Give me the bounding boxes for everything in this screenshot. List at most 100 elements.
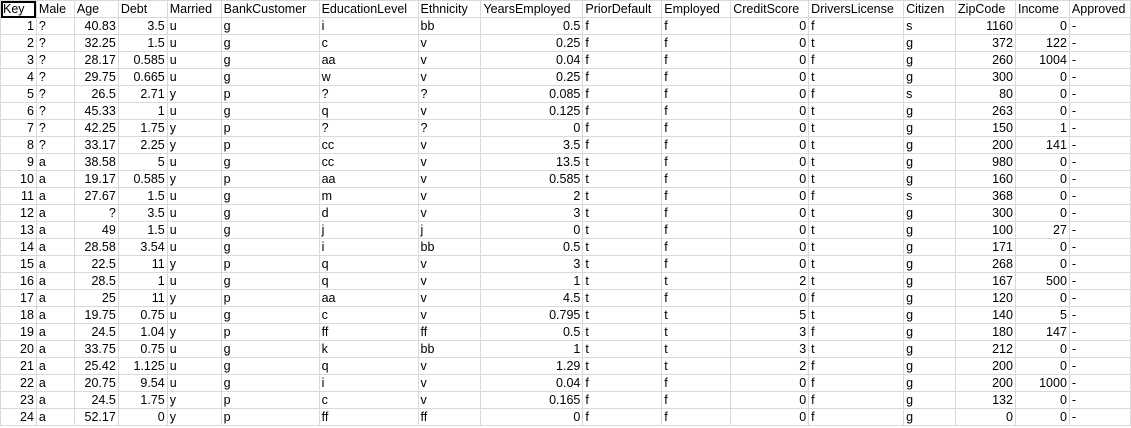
cell-zipcode[interactable]: 260 — [955, 51, 1016, 69]
cell-zipcode[interactable]: 263 — [955, 102, 1016, 120]
cell-bankcustomer[interactable]: g — [220, 357, 320, 375]
cell-driverslicense[interactable]: f — [808, 408, 905, 426]
cell-male[interactable]: a — [35, 408, 75, 426]
cell-zipcode[interactable]: 167 — [955, 272, 1016, 290]
cell-male[interactable]: a — [35, 272, 75, 290]
cell-ethnicity[interactable]: v — [417, 357, 482, 375]
cell-age[interactable]: 28.17 — [73, 51, 119, 69]
cell-employed[interactable]: f — [661, 136, 732, 154]
cell-age[interactable]: 29.75 — [73, 68, 119, 86]
cell-priordefault[interactable]: f — [582, 68, 663, 86]
cell-age[interactable]: 38.58 — [73, 153, 119, 171]
cell-educationlevel[interactable]: q — [318, 102, 419, 120]
cell-employed[interactable]: f — [661, 51, 732, 69]
cell-priordefault[interactable]: f — [582, 374, 663, 392]
cell-yearsemployed[interactable]: 3.5 — [480, 136, 584, 154]
cell-debt[interactable]: 1.5 — [117, 187, 168, 205]
cell-creditscore[interactable]: 0 — [730, 170, 810, 188]
cell-income[interactable]: 0 — [1014, 85, 1070, 103]
cell-employed[interactable]: f — [661, 255, 732, 273]
column-header-employed[interactable]: Employed — [661, 0, 732, 18]
cell-driverslicense[interactable]: f — [808, 51, 905, 69]
cell-citizen[interactable]: g — [903, 374, 957, 392]
cell-ethnicity[interactable]: v — [417, 187, 482, 205]
cell-educationlevel[interactable]: i — [318, 374, 419, 392]
cell-income[interactable]: 0 — [1014, 17, 1070, 35]
cell-educationlevel[interactable]: q — [318, 255, 419, 273]
cell-zipcode[interactable]: 200 — [955, 374, 1016, 392]
cell-yearsemployed[interactable]: 0.5 — [480, 17, 584, 35]
cell-priordefault[interactable]: t — [582, 238, 663, 256]
cell-driverslicense[interactable]: t — [808, 34, 905, 52]
cell-income[interactable]: 0 — [1014, 187, 1070, 205]
cell-male[interactable]: a — [35, 204, 75, 222]
cell-male[interactable]: a — [35, 221, 75, 239]
cell-citizen[interactable]: g — [903, 34, 957, 52]
cell-approved[interactable]: - — [1068, 408, 1131, 426]
cell-zipcode[interactable]: 180 — [955, 323, 1016, 341]
cell-yearsemployed[interactable]: 1 — [480, 272, 584, 290]
cell-zipcode[interactable]: 150 — [955, 119, 1016, 137]
cell-zipcode[interactable]: 268 — [955, 255, 1016, 273]
cell-priordefault[interactable]: t — [582, 272, 663, 290]
cell-creditscore[interactable]: 0 — [730, 391, 810, 409]
cell-age[interactable]: 24.5 — [73, 323, 119, 341]
cell-employed[interactable]: t — [661, 272, 732, 290]
cell-ethnicity[interactable]: v — [417, 272, 482, 290]
cell-driverslicense[interactable]: t — [808, 340, 905, 358]
cell-creditscore[interactable]: 3 — [730, 340, 810, 358]
cell-income[interactable]: 0 — [1014, 255, 1070, 273]
cell-creditscore[interactable]: 0 — [730, 255, 810, 273]
cell-educationlevel[interactable]: ff — [318, 323, 419, 341]
cell-key[interactable]: 22 — [0, 374, 37, 392]
cell-driverslicense[interactable]: t — [808, 68, 905, 86]
cell-married[interactable]: y — [166, 170, 222, 188]
cell-age[interactable]: 19.75 — [73, 306, 119, 324]
cell-citizen[interactable]: g — [903, 289, 957, 307]
cell-age[interactable]: 24.5 — [73, 391, 119, 409]
cell-male[interactable]: ? — [35, 34, 75, 52]
cell-yearsemployed[interactable]: 0.085 — [480, 85, 584, 103]
cell-bankcustomer[interactable]: g — [220, 187, 320, 205]
cell-ethnicity[interactable]: ? — [417, 119, 482, 137]
cell-priordefault[interactable]: t — [582, 357, 663, 375]
cell-key[interactable]: 15 — [0, 255, 37, 273]
cell-employed[interactable]: f — [661, 85, 732, 103]
cell-priordefault[interactable]: t — [582, 289, 663, 307]
cell-citizen[interactable]: g — [903, 153, 957, 171]
cell-bankcustomer[interactable]: g — [220, 68, 320, 86]
cell-income[interactable]: 1 — [1014, 119, 1070, 137]
cell-citizen[interactable]: g — [903, 272, 957, 290]
cell-citizen[interactable]: g — [903, 306, 957, 324]
cell-key[interactable]: 8 — [0, 136, 37, 154]
cell-educationlevel[interactable]: ? — [318, 119, 419, 137]
cell-ethnicity[interactable]: j — [417, 221, 482, 239]
cell-debt[interactable]: 11 — [117, 255, 168, 273]
cell-employed[interactable]: f — [661, 374, 732, 392]
cell-income[interactable]: 1004 — [1014, 51, 1070, 69]
cell-citizen[interactable]: s — [903, 17, 957, 35]
cell-married[interactable]: u — [166, 306, 222, 324]
column-header-ethnicity[interactable]: Ethnicity — [417, 0, 482, 18]
cell-citizen[interactable]: g — [903, 255, 957, 273]
cell-age[interactable]: 42.25 — [73, 119, 119, 137]
cell-citizen[interactable]: g — [903, 238, 957, 256]
cell-citizen[interactable]: g — [903, 204, 957, 222]
cell-creditscore[interactable]: 0 — [730, 221, 810, 239]
cell-priordefault[interactable]: t — [582, 306, 663, 324]
cell-debt[interactable]: 0.665 — [117, 68, 168, 86]
cell-employed[interactable]: t — [661, 340, 732, 358]
cell-approved[interactable]: - — [1068, 238, 1131, 256]
cell-married[interactable]: u — [166, 51, 222, 69]
cell-yearsemployed[interactable]: 0.25 — [480, 68, 584, 86]
cell-age[interactable]: 33.75 — [73, 340, 119, 358]
cell-income[interactable]: 0 — [1014, 68, 1070, 86]
cell-income[interactable]: 0 — [1014, 238, 1070, 256]
cell-approved[interactable]: - — [1068, 204, 1131, 222]
cell-ethnicity[interactable]: v — [417, 102, 482, 120]
cell-key[interactable]: 18 — [0, 306, 37, 324]
cell-employed[interactable]: f — [661, 102, 732, 120]
cell-approved[interactable]: - — [1068, 357, 1131, 375]
cell-employed[interactable]: f — [661, 221, 732, 239]
cell-ethnicity[interactable]: v — [417, 391, 482, 409]
